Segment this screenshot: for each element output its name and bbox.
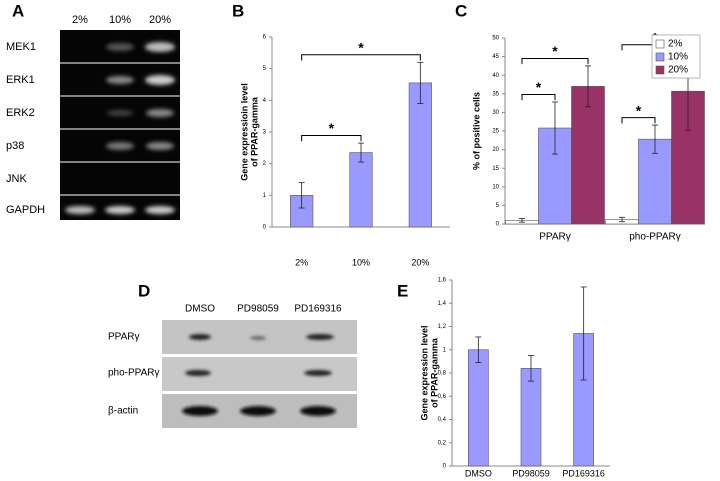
y-tick-label: 5 [496, 203, 500, 209]
gel-column-label: PD98059 [237, 304, 279, 315]
y-axis-label: Gene expression level [419, 325, 429, 420]
panel-label: C [455, 1, 467, 20]
y-tick-label: 40 [492, 73, 499, 79]
legend-swatch [655, 65, 665, 75]
y-tick-label: 0,8 [438, 371, 447, 377]
x-tick-label: PD98059 [512, 468, 550, 478]
y-tick-label: 0,4 [438, 417, 447, 423]
y-tick-label: 4 [263, 98, 267, 104]
y-tick-label: 0 [443, 464, 447, 470]
panel-label: D [138, 281, 150, 300]
gel-column-label: 10% [109, 14, 131, 26]
gel-column-label: DMSO [185, 304, 215, 315]
y-tick-label: 2 [263, 161, 267, 167]
gel-row-label: PPARγ [108, 332, 140, 343]
y-tick-label: 45 [492, 54, 499, 60]
gel-column-label: 2% [72, 14, 88, 26]
y-tick-label: 0,2 [438, 440, 447, 446]
panel-label: B [232, 1, 244, 20]
error-bar [519, 218, 525, 223]
x-tick-label: 10% [352, 257, 370, 267]
panel-label: E [397, 281, 408, 300]
y-axis-label: of PPAR-gamma [429, 337, 439, 408]
y-tick-label: 1,2 [438, 324, 447, 330]
significance-label: * [636, 102, 642, 118]
bar [520, 368, 542, 467]
bar [349, 152, 373, 228]
y-tick-label: 20 [492, 147, 499, 153]
gel-row-label: pho-PPARγ [108, 368, 160, 379]
y-tick-label: 25 [492, 129, 499, 135]
y-tick-label: 1 [263, 193, 267, 199]
significance-bracket [301, 134, 362, 142]
x-tick-label: 2% [295, 257, 308, 267]
bar [571, 86, 605, 225]
y-tick-label: 3 [263, 130, 267, 136]
significance-bracket [621, 117, 656, 124]
error-bar [585, 65, 591, 108]
error-bar [552, 101, 558, 155]
significance-bracket [521, 57, 589, 65]
y-axis-label: Gene expressioin level [239, 83, 249, 181]
significance-bracket [521, 94, 556, 101]
x-tick-label: PPARγ [539, 232, 571, 243]
y-tick-label: 1,4 [438, 301, 447, 307]
significance-label: * [552, 43, 558, 59]
legend-label: 10% [668, 52, 688, 63]
bar [468, 349, 489, 467]
gel-d [162, 320, 357, 428]
x-tick-label: 20% [411, 257, 429, 267]
error-bar [417, 61, 424, 104]
error-bar [298, 182, 305, 209]
bar [408, 82, 432, 228]
y-tick-label: 15 [492, 166, 499, 172]
significance-label: * [536, 79, 542, 95]
gel-column-label: 20% [149, 14, 171, 26]
y-tick-label: 5 [263, 66, 267, 72]
gel-row-label: MEK1 [6, 41, 36, 53]
legend-swatch [655, 52, 665, 62]
y-tick-label: 0 [263, 225, 267, 231]
gel-row-label: ERK1 [6, 74, 35, 86]
error-bar [580, 286, 587, 381]
gel-column-label: PD169316 [294, 304, 342, 315]
y-axis-label: % of positive cells [471, 92, 481, 170]
panel-label: A [12, 1, 24, 20]
error-bar [528, 355, 534, 382]
legend-label: 20% [668, 65, 688, 76]
error-bar [358, 142, 364, 163]
gel-row-label: p38 [6, 140, 24, 152]
x-tick-label: DMSO [465, 468, 492, 478]
error-bar [619, 216, 625, 223]
significance-label: * [329, 120, 335, 136]
x-tick-label: PD169316 [562, 468, 605, 478]
legend-label: 2% [668, 39, 683, 50]
significance-label: * [358, 39, 364, 55]
gel-a [60, 30, 180, 220]
gel-row-label: JNK [6, 173, 27, 185]
y-tick-label: 6 [263, 35, 267, 41]
error-bar [475, 336, 482, 363]
gel-row-label: ERK2 [6, 107, 35, 119]
y-tick-label: 50 [492, 36, 499, 42]
x-tick-label: pho-PPARγ [629, 232, 681, 243]
y-tick-label: 1 [443, 347, 447, 353]
gel-row-label: β-actin [108, 406, 138, 417]
significance-bracket [301, 54, 421, 61]
error-bar [652, 124, 658, 154]
y-tick-label: 1,6 [438, 278, 447, 284]
y-tick-label: 30 [492, 110, 499, 116]
legend-swatch [655, 39, 665, 49]
y-tick-label: 0,6 [438, 394, 447, 400]
gel-row-label: GAPDH [6, 204, 45, 216]
y-tick-label: 35 [492, 91, 499, 97]
y-tick-label: 0 [496, 222, 500, 228]
y-axis-label: of PPAR-gamma [249, 96, 259, 167]
y-tick-label: 10 [492, 184, 499, 190]
